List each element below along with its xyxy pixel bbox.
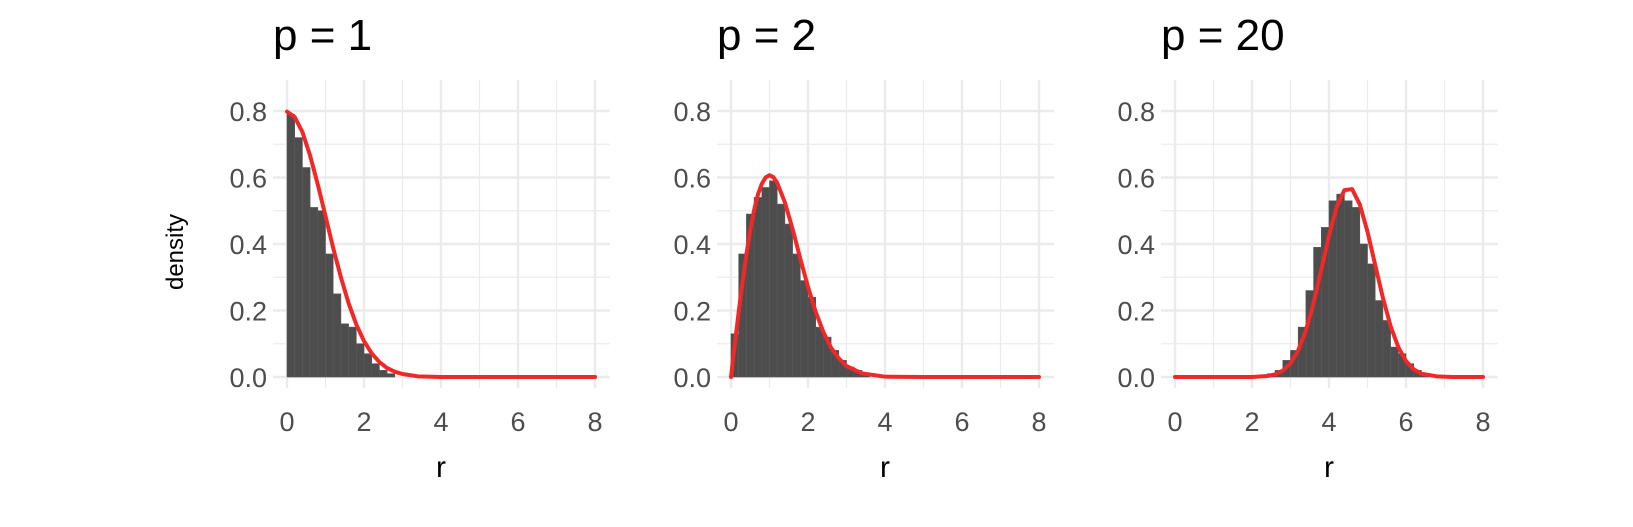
panels: 0.00.20.40.60.80 2 4 6 8p = 1r0.00.20.40.60.…	[229, 11, 1498, 484]
histogram-bar	[355, 343, 365, 378]
x-tick-label: 4	[433, 407, 448, 437]
x-axis-title: r	[880, 451, 890, 484]
histogram-bar	[286, 114, 295, 378]
y-tick-label: 0.8	[673, 97, 711, 127]
panel-title: p = 1	[273, 11, 372, 60]
y-tick-label: 0.2	[673, 297, 711, 327]
y-axis-title: density	[162, 214, 189, 290]
histogram-bar	[776, 203, 786, 378]
panel-1: 0.0 0.2 0.4 0.6 0.8 0 2 4 6 8 p = 1 r	[229, 11, 610, 484]
histogram-bar	[340, 323, 349, 378]
x-tick-label: 8	[1031, 407, 1046, 437]
histogram-bar	[1367, 263, 1376, 378]
histogram-bar	[332, 293, 342, 378]
histogram-bar	[363, 353, 372, 378]
panel-3: 0.0 0.2 0.4 0.6 0.8 0 2 4 6 8 p = 20 r	[1117, 11, 1498, 484]
density-curve	[285, 109, 597, 379]
panel-title: p = 2	[717, 11, 816, 60]
y-tick-label: 0.8	[229, 97, 267, 127]
x-tick-label: 4	[1321, 407, 1336, 437]
y-tick-label: 0.6	[1117, 164, 1155, 194]
histogram-bar	[1336, 193, 1345, 378]
x-tick-label: 4	[877, 407, 892, 437]
histogram-bar	[1359, 243, 1368, 378]
y-tick-label: 0.0	[673, 363, 711, 393]
y-tick-label: 0.6	[229, 164, 267, 194]
histogram-bar	[1390, 346, 1399, 378]
histogram-bar	[784, 223, 793, 378]
y-tick-label: 0.2	[229, 297, 267, 327]
density-curve	[1173, 187, 1485, 379]
histogram-bar	[294, 137, 303, 378]
histogram-bar	[815, 326, 824, 378]
histogram-bar	[371, 363, 380, 378]
y-tick-label: 0.0	[1117, 363, 1155, 393]
histogram-bar	[769, 180, 778, 378]
x-tick-label: 6	[510, 407, 525, 437]
x-tick-label: 0	[1167, 407, 1182, 437]
histogram-bars	[1259, 193, 1430, 378]
x-tick-label: 2	[1244, 407, 1259, 437]
histogram-bar	[1374, 300, 1384, 378]
x-tick-label: 2	[356, 407, 371, 437]
histogram-bar	[325, 253, 334, 378]
y-tick-label: 0.8	[1117, 97, 1155, 127]
histogram-bars	[286, 114, 396, 378]
x-tick-label: 8	[587, 407, 602, 437]
histogram-bar	[379, 370, 388, 378]
histogram-bar	[348, 326, 357, 378]
y-tick-label: 0.4	[1117, 230, 1155, 260]
x-tick-label: 6	[954, 407, 969, 437]
histogram-bar	[1344, 200, 1353, 378]
histogram-bar	[761, 187, 770, 378]
histogram-bar	[309, 207, 319, 378]
x-tick-label: 0	[723, 407, 738, 437]
y-tick-label: 0.6	[673, 164, 711, 194]
x-axis-title: r	[436, 451, 446, 484]
histogram-bar	[317, 210, 326, 378]
histogram-bar	[799, 280, 809, 378]
x-axis-title: r	[1324, 451, 1334, 484]
y-tick-label: 0.2	[1117, 297, 1155, 327]
y-tick-label: 0.4	[229, 230, 267, 260]
x-tick-label: 6	[1398, 407, 1413, 437]
histogram-bar	[1351, 207, 1361, 378]
histogram-bars	[730, 180, 870, 378]
histogram-bar	[1382, 320, 1391, 378]
panel-title: p = 20	[1161, 11, 1285, 60]
histogram-bar	[753, 197, 763, 378]
panel-2: 0.0 0.2 0.4 0.6 0.8 0 2 4 6 8 p = 2 r	[673, 11, 1054, 484]
histogram-bar	[792, 253, 801, 378]
density-curve	[729, 173, 1041, 379]
x-tick-label: 2	[800, 407, 815, 437]
x-tick-label: 0	[279, 407, 294, 437]
histogram-bar	[386, 373, 396, 378]
y-tick-label: 0.0	[229, 363, 267, 393]
y-tick-label: 0.4	[673, 230, 711, 260]
histogram-bar	[302, 167, 311, 378]
x-tick-label: 8	[1475, 407, 1490, 437]
